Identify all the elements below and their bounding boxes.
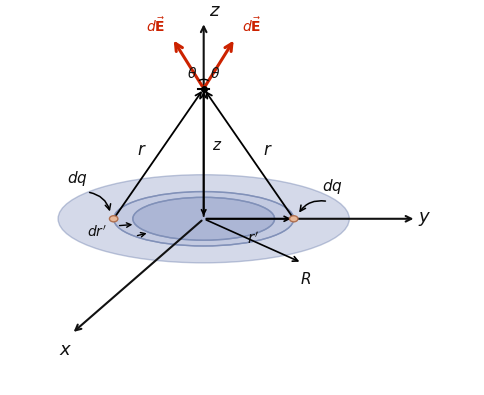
Text: $z$: $z$ (209, 2, 221, 20)
Text: $d\vec{\mathbf{E}}$: $d\vec{\mathbf{E}}$ (146, 17, 166, 35)
Text: $x$: $x$ (59, 341, 73, 359)
Ellipse shape (114, 192, 294, 246)
Text: $\theta$: $\theta$ (210, 66, 220, 81)
Ellipse shape (289, 216, 298, 222)
Ellipse shape (58, 175, 349, 263)
Ellipse shape (109, 216, 118, 222)
Text: $r$: $r$ (263, 141, 272, 159)
Text: $r$: $r$ (136, 141, 146, 159)
Text: $dq$: $dq$ (322, 177, 342, 196)
Text: $r'$: $r'$ (246, 230, 258, 247)
Text: $dq$: $dq$ (67, 169, 88, 188)
Ellipse shape (133, 198, 274, 240)
Text: $y$: $y$ (418, 210, 432, 228)
Text: $\theta$: $\theta$ (187, 66, 197, 81)
Text: $dr'$: $dr'$ (87, 225, 107, 240)
Text: $d\vec{\mathbf{E}}$: $d\vec{\mathbf{E}}$ (242, 17, 261, 35)
Text: $z$: $z$ (212, 139, 223, 154)
Text: $R$: $R$ (300, 271, 311, 287)
